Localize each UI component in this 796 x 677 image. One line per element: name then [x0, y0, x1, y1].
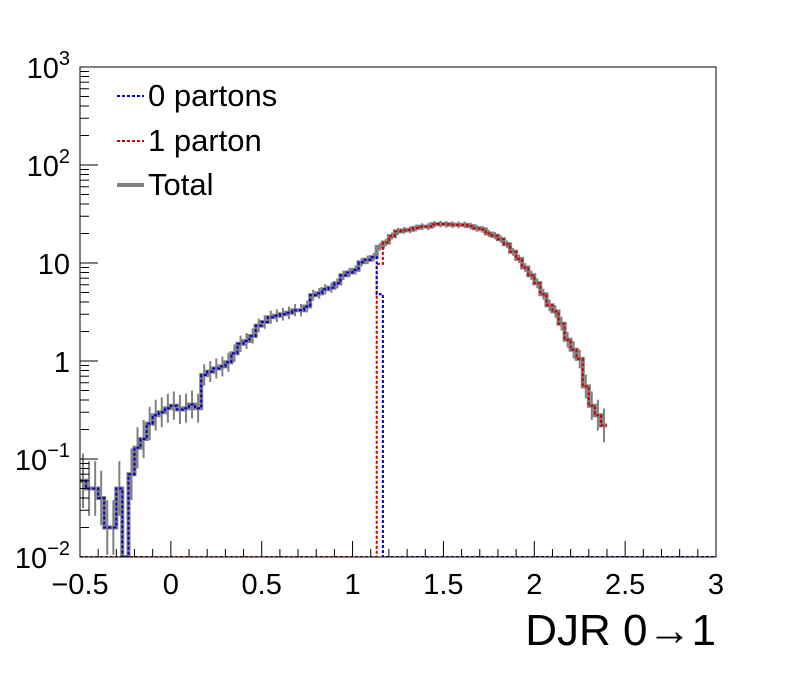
- y-tick-label: 1: [54, 347, 70, 379]
- series-layer: [80, 220, 716, 557]
- x-tick-label: 0.5: [242, 569, 282, 601]
- x-tick-label: 1: [345, 569, 361, 601]
- series-0-partons-line: [80, 256, 716, 557]
- legend-label: Total: [148, 167, 213, 202]
- y-tick-label: 10−1: [15, 440, 70, 477]
- x-tick-label: 2: [526, 569, 542, 601]
- x-tick-label: 0: [163, 569, 179, 601]
- series-1-parton-line: [80, 223, 607, 557]
- x-tick-label: 2.5: [605, 569, 645, 601]
- y-tick-label: 10−2: [15, 538, 70, 575]
- x-axis-label: DJR 0→1: [525, 606, 716, 655]
- x-tick-label: 3: [708, 569, 724, 601]
- x-tick-label: 1.5: [423, 569, 463, 601]
- legend-label: 0 partons: [148, 78, 277, 113]
- plot-frame: [79, 66, 717, 558]
- axis-layer: −0.5 0 0.5 1 1.5 2 2.5 3 10−2 10−1 1 10 102 103: [15, 48, 724, 601]
- legend-label: 1 parton: [148, 123, 262, 158]
- y-tick-label: 103: [27, 48, 70, 85]
- y-tick-label: 10: [38, 249, 70, 281]
- x-tick-label: −0.5: [51, 569, 108, 601]
- y-tick-label: 102: [27, 146, 70, 183]
- legend: 0 partons 1 parton Total: [117, 78, 277, 202]
